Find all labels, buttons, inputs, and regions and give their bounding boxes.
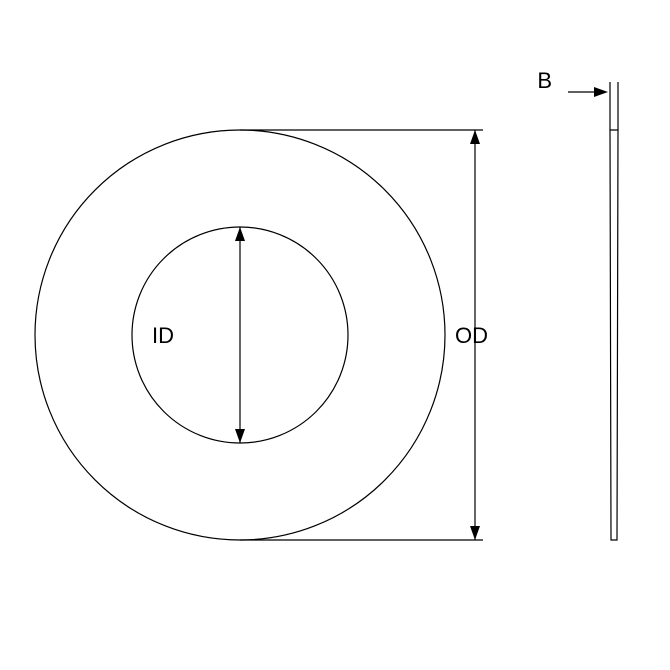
id-label: ID (152, 323, 174, 348)
washer-side-profile (610, 130, 618, 540)
b-label: B (537, 68, 552, 93)
od-label: OD (455, 323, 488, 348)
